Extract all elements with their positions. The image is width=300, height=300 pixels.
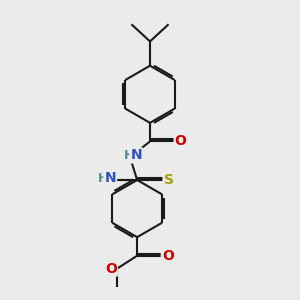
- Text: O: O: [162, 249, 174, 263]
- Text: O: O: [175, 134, 187, 148]
- Text: N: N: [104, 171, 116, 185]
- Text: S: S: [164, 173, 174, 187]
- Text: O: O: [105, 262, 117, 276]
- Text: H: H: [123, 149, 134, 162]
- Text: H: H: [98, 172, 109, 185]
- Text: N: N: [130, 148, 142, 162]
